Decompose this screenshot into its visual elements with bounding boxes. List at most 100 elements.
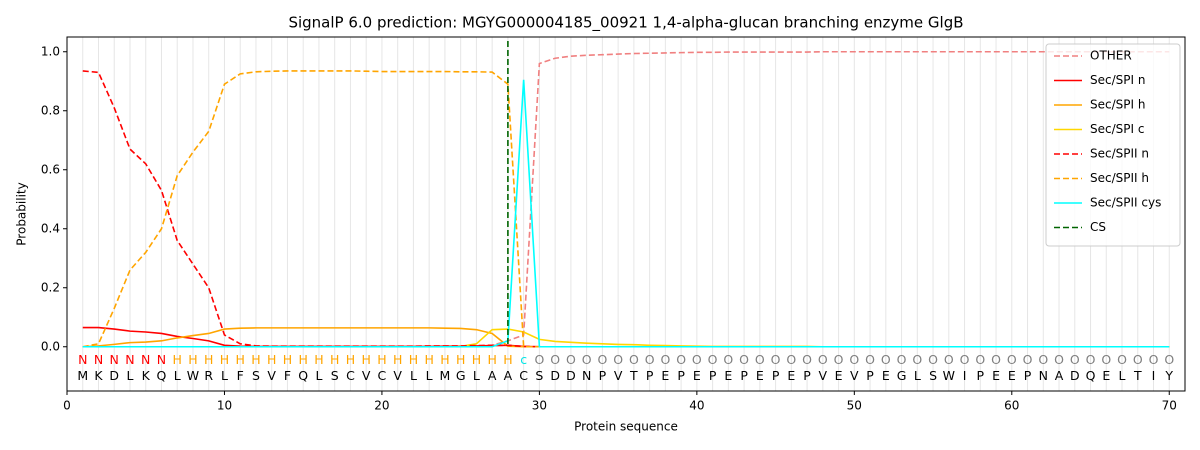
residue-label: P [803, 368, 811, 383]
series-line [82, 79, 1170, 348]
residue-label: Q [157, 368, 167, 383]
region-label: O [582, 352, 592, 367]
residue-label: E [693, 368, 701, 383]
region-label: N [125, 352, 134, 367]
residue-label: A [488, 368, 497, 383]
x-tick-label: 20 [374, 399, 389, 413]
region-label: N [110, 352, 119, 367]
plot: NMNKNDNLNKNQHLHWHRHLHFHSHVHFHQHLHSHCHVHC… [77, 41, 1174, 383]
y-tick-label: 0.8 [41, 103, 60, 117]
region-label: H [440, 352, 449, 367]
region-label: H [204, 352, 213, 367]
legend-label: Sec/SPII h [1090, 171, 1149, 185]
legend-box [1045, 43, 1181, 247]
region-label: O [613, 352, 623, 367]
y-tick-label: 0.2 [41, 280, 60, 294]
chart-title: SignalP 6.0 prediction: MGYG000004185_00… [288, 14, 963, 33]
residue-label: D [109, 368, 119, 383]
y-tick-label: 0.4 [41, 221, 60, 235]
region-label: H [393, 352, 402, 367]
legend-label: Sec/SPI n [1090, 73, 1145, 87]
region-label: H [472, 352, 481, 367]
residue-label: P [677, 368, 685, 383]
region-label: O [1007, 352, 1017, 367]
residue-label: S [535, 368, 543, 383]
residue-label: E [756, 368, 764, 383]
region-label: H [283, 352, 292, 367]
region-label: O [708, 352, 718, 367]
region-label: O [975, 352, 985, 367]
residue-label: W [187, 368, 199, 383]
grid [82, 37, 1170, 391]
residue-label: P [1024, 368, 1032, 383]
residue-label: N [582, 368, 591, 383]
region-label: O [849, 352, 859, 367]
region-label: O [881, 352, 891, 367]
residue-label: N [1039, 368, 1048, 383]
region-label: H [409, 352, 418, 367]
y-tick-label: 0.6 [41, 162, 60, 176]
legend-label: Sec/SPI c [1090, 122, 1144, 136]
x-tick-label: 70 [1162, 399, 1177, 413]
residue-label: Q [298, 368, 308, 383]
region-label: O [739, 352, 749, 367]
region-label: O [991, 352, 1001, 367]
residue-label: F [237, 368, 244, 383]
residue-label: C [346, 368, 355, 383]
legend: OTHER Sec/SPI n Sec/SPI h Sec/SPI c Sec/SPII… [1045, 43, 1181, 247]
y-axis-label: Probability [15, 182, 29, 245]
region-label: N [141, 352, 150, 367]
residue-label: V [819, 368, 828, 383]
residue-label: L [221, 368, 228, 383]
region-label: O [629, 352, 639, 367]
region-label: O [771, 352, 781, 367]
residue-label: A [504, 368, 513, 383]
residue-label: L [315, 368, 322, 383]
region-label: O [818, 352, 828, 367]
region-label: H [267, 352, 276, 367]
region-label: O [1149, 352, 1159, 367]
residue-label: E [787, 368, 795, 383]
region-label: H [330, 352, 339, 367]
legend-label: OTHER [1090, 49, 1132, 63]
x-tick-label: 60 [1004, 399, 1019, 413]
region-label: H [456, 352, 465, 367]
residue-label: P [740, 368, 748, 383]
region-label: H [346, 352, 355, 367]
residue-label: L [1119, 368, 1126, 383]
residue-label: F [284, 368, 291, 383]
y-tick-label: 1.0 [41, 44, 60, 58]
region-label: O [692, 352, 702, 367]
region-label: O [723, 352, 733, 367]
region-label: O [1086, 352, 1096, 367]
legend-label: Sec/SPII cys [1090, 196, 1161, 210]
y-tick-label: 0.0 [41, 339, 60, 353]
residue-label: V [393, 368, 402, 383]
region-label: H [251, 352, 260, 367]
region-label: O [1101, 352, 1111, 367]
region-label: H [487, 352, 496, 367]
region-label: O [676, 352, 686, 367]
region-label: H [361, 352, 370, 367]
region-label: N [157, 352, 166, 367]
region-label: H [424, 352, 433, 367]
residue-label: E [992, 368, 1000, 383]
residue-label: L [473, 368, 480, 383]
residue-label: P [646, 368, 654, 383]
residue-label: I [1152, 368, 1156, 383]
residue-label: S [331, 368, 339, 383]
residue-label: R [204, 368, 213, 383]
residue-label: P [866, 368, 874, 383]
residue-label: S [929, 368, 937, 383]
residue-label: G [897, 368, 907, 383]
region-label: O [645, 352, 655, 367]
region-label: H [503, 352, 512, 367]
residue-label: L [426, 368, 433, 383]
region-label: O [566, 352, 576, 367]
residue-label: L [174, 368, 181, 383]
residue-label: C [378, 368, 387, 383]
region-label: O [786, 352, 796, 367]
residue-label: M [77, 368, 88, 383]
